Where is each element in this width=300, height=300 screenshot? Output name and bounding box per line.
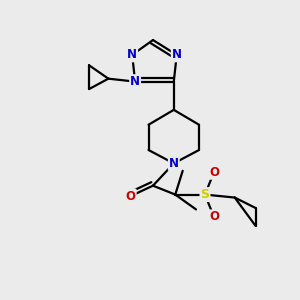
Text: O: O (126, 190, 136, 202)
Text: N: N (130, 75, 140, 88)
Text: S: S (200, 188, 209, 201)
Text: O: O (209, 210, 219, 224)
Text: N: N (169, 157, 179, 170)
Text: O: O (209, 166, 219, 179)
Text: N: N (127, 48, 137, 62)
Text: N: N (172, 48, 182, 62)
